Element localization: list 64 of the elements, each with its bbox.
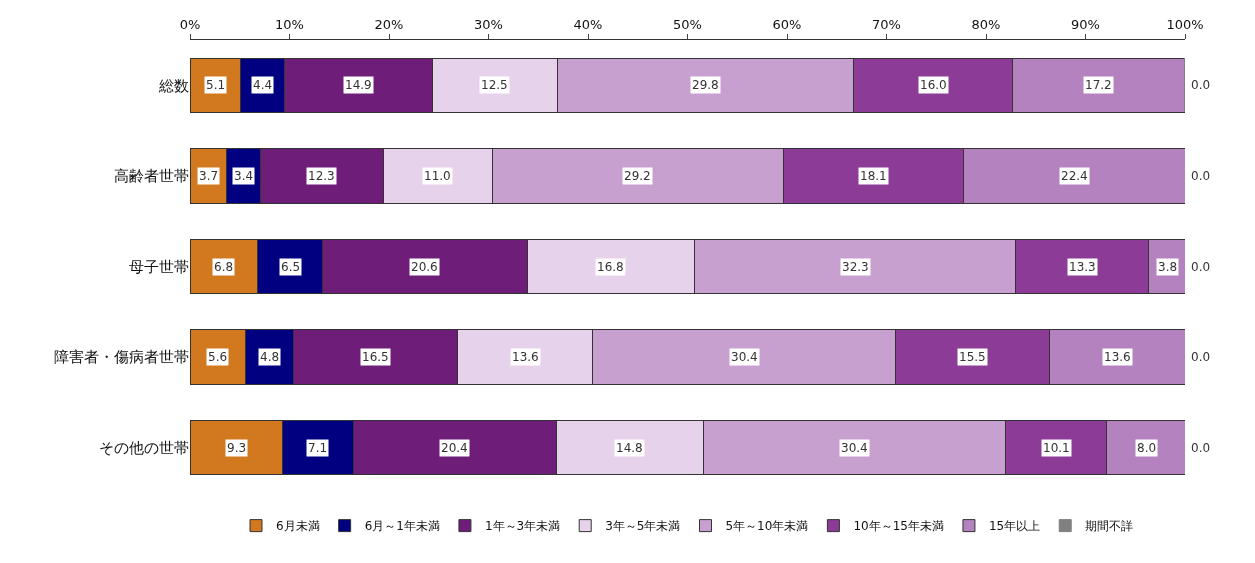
legend-label: 5年～10年未満: [725, 519, 809, 534]
y-tick-label: 母子世帯: [129, 257, 189, 276]
data-label: 4.8: [260, 350, 280, 364]
data-label: 16.5: [362, 350, 389, 364]
data-label: 22.4: [1061, 169, 1088, 183]
data-label: 12.3: [308, 169, 335, 183]
x-tick-label: 80%: [971, 16, 1001, 32]
y-tick-label: その他の世帯: [99, 438, 189, 457]
x-tick-label: 60%: [772, 16, 802, 32]
y-tick-label: 高齢者世帯: [114, 167, 189, 186]
legend-label: 10年～15年未満: [853, 519, 944, 534]
data-label: 32.3: [842, 260, 869, 274]
data-label: 0.0: [1191, 350, 1211, 364]
data-label: 0.0: [1191, 260, 1211, 274]
data-label: 13.6: [1104, 350, 1131, 364]
legend-label: 期間不詳: [1085, 519, 1134, 534]
legend-label: 6月未満: [276, 519, 320, 534]
data-label: 29.2: [624, 169, 651, 183]
data-label: 16.0: [920, 78, 947, 92]
data-label: 14.8: [616, 441, 643, 455]
legend-label: 1年～3年未満: [484, 519, 561, 534]
data-label: 16.8: [597, 260, 624, 274]
x-tick-label: 30%: [474, 16, 503, 32]
legend-label: 3年～5年未満: [605, 519, 681, 534]
data-label: 0.0: [1191, 78, 1211, 92]
data-label: 30.4: [731, 350, 758, 364]
data-label: 3.8: [1158, 260, 1178, 274]
data-label: 0.0: [1191, 441, 1211, 455]
data-label: 8.0: [1137, 441, 1157, 455]
data-label: 6.8: [214, 260, 234, 274]
data-label: 6.5: [281, 260, 301, 274]
data-label: 5.1: [206, 78, 226, 92]
data-label: 5.6: [208, 350, 228, 364]
legend-label: 6月～1年未満: [364, 519, 440, 534]
data-label: 15.5: [959, 350, 986, 364]
x-tick-label: 100%: [1166, 16, 1204, 32]
data-label: 4.4: [253, 78, 273, 92]
data-label: 20.4: [441, 441, 468, 455]
data-label: 13.6: [512, 350, 539, 364]
data-label: 12.5: [481, 78, 508, 92]
data-label: 3.4: [234, 169, 254, 183]
x-tick-label: 70%: [872, 16, 901, 32]
data-label: 9.3: [227, 441, 247, 455]
data-label: 30.4: [841, 441, 868, 455]
data-label: 20.6: [411, 260, 438, 274]
legend-label: 15年以上: [988, 519, 1041, 534]
data-label: 10.1: [1043, 441, 1070, 455]
x-tick-label: 20%: [374, 16, 404, 32]
data-label: 13.3: [1069, 260, 1096, 274]
data-label: 18.1: [860, 169, 887, 183]
x-tick-label: 50%: [673, 16, 702, 32]
x-tick-label: 10%: [275, 16, 304, 32]
data-label: 17.2: [1085, 78, 1112, 92]
x-tick-label: 90%: [1071, 16, 1100, 32]
y-tick-label: 障害者・傷病者世帯: [54, 348, 189, 367]
data-label: 3.7: [199, 169, 219, 183]
data-label: 14.9: [345, 78, 372, 92]
data-label: 11.0: [424, 169, 451, 183]
x-tick-label: 0%: [179, 16, 201, 32]
data-label: 7.1: [308, 441, 328, 455]
y-tick-label: 総数: [158, 76, 189, 95]
x-tick-label: 40%: [573, 16, 603, 32]
data-label: 0.0: [1191, 169, 1211, 183]
data-label: 29.8: [692, 78, 719, 92]
